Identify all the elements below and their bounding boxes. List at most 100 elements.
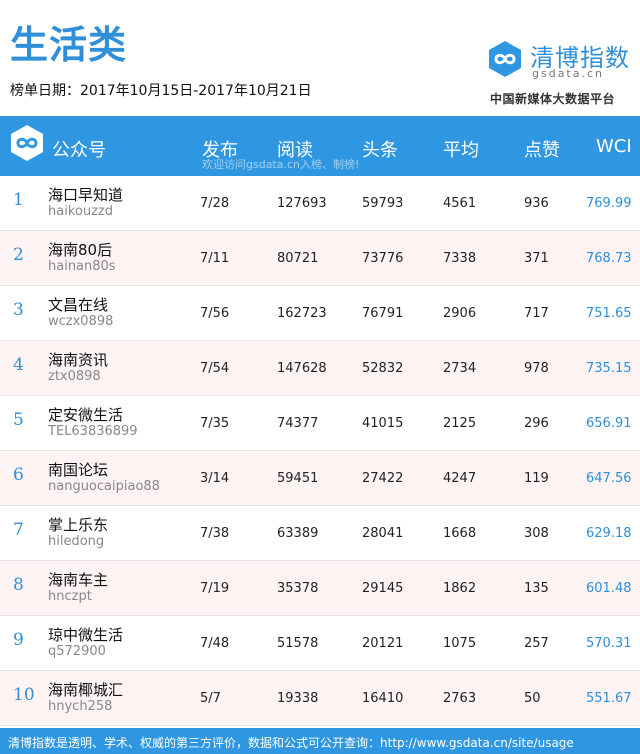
row-reads: 63389 <box>277 526 319 541</box>
row-average: 1668 <box>443 526 477 541</box>
row-name[interactable]: 定安微生活 <box>48 406 124 424</box>
row-headline: 28041 <box>362 526 404 541</box>
row-average: 1862 <box>443 581 477 596</box>
row-reads: 147628 <box>277 361 327 376</box>
row-name[interactable]: 海口早知道 <box>48 186 124 204</box>
table-row[interactable]: 2 海南80后 hainan80s 7/11 80721 73776 7338 … <box>0 231 640 286</box>
header-publish: 发布 <box>202 140 238 161</box>
row-likes: 257 <box>524 636 549 651</box>
row-reads: 35378 <box>277 581 319 596</box>
row-wci: 551.67 <box>586 691 632 706</box>
row-headline: 16410 <box>362 691 404 706</box>
row-account: TEL63836899 <box>48 424 138 439</box>
row-likes: 296 <box>524 416 549 431</box>
row-reads: 127693 <box>277 196 327 211</box>
row-rank: 8 <box>13 575 24 595</box>
row-name[interactable]: 掌上乐东 <box>48 516 109 534</box>
infinity-logo-icon <box>11 125 43 161</box>
row-headline: 52832 <box>362 361 404 376</box>
brand-name: 清博指数 <box>530 38 630 73</box>
header-watermark: 欢迎访问gsdata.cn入榜、制榜! <box>202 158 360 171</box>
row-account: hnczpt <box>48 589 92 604</box>
row-likes: 135 <box>524 581 549 596</box>
row-likes: 717 <box>524 306 549 321</box>
row-headline: 41015 <box>362 416 404 431</box>
row-name[interactable]: 海南车主 <box>48 571 109 589</box>
row-likes: 50 <box>524 691 541 706</box>
row-headline: 59793 <box>362 196 404 211</box>
row-rank: 7 <box>13 520 24 540</box>
table-row[interactable]: 9 琼中微生活 q572900 7/48 51578 20121 1075 25… <box>0 616 640 671</box>
table-row[interactable]: 6 南国论坛 nanguocaipiao88 3/14 59451 27422 … <box>0 451 640 506</box>
header-average: 平均 <box>443 140 479 161</box>
row-publish: 7/19 <box>200 581 230 596</box>
table-row[interactable]: 7 掌上乐东 hiledong 7/38 63389 28041 1668 30… <box>0 506 640 561</box>
row-rank: 1 <box>13 190 24 210</box>
table-row[interactable]: 4 海南资讯 ztx0898 7/54 147628 52832 2734 97… <box>0 341 640 396</box>
row-publish: 7/11 <box>200 251 230 266</box>
row-publish: 7/56 <box>200 306 230 321</box>
table-row[interactable]: 8 海南车主 hnczpt 7/19 35378 29145 1862 135 … <box>0 561 640 616</box>
row-average: 7338 <box>443 251 477 266</box>
row-rank: 9 <box>13 630 24 650</box>
row-likes: 978 <box>524 361 549 376</box>
row-average: 2763 <box>443 691 477 706</box>
row-name[interactable]: 海南椰城汇 <box>48 681 124 699</box>
row-account: q572900 <box>48 644 106 659</box>
row-rank: 6 <box>13 465 24 485</box>
row-publish: 7/28 <box>200 196 230 211</box>
row-average: 4247 <box>443 471 477 486</box>
row-average: 1075 <box>443 636 477 651</box>
row-likes: 308 <box>524 526 549 541</box>
row-wci: 751.65 <box>586 306 632 321</box>
row-account: haikouzzd <box>48 204 113 219</box>
row-headline: 27422 <box>362 471 404 486</box>
table-row[interactable]: 3 文昌在线 wczx0898 7/56 162723 76791 2906 7… <box>0 286 640 341</box>
row-headline: 76791 <box>362 306 404 321</box>
footer-note: 清博指数是透明、学术、权威的第三方评价，数据和公式可公开查询：http://ww… <box>0 728 640 754</box>
row-wci: 647.56 <box>586 471 632 486</box>
row-wci: 601.48 <box>586 581 632 596</box>
row-name[interactable]: 海南资讯 <box>48 351 109 369</box>
row-likes: 371 <box>524 251 549 266</box>
row-wci: 570.31 <box>586 636 632 651</box>
row-wci: 769.99 <box>586 196 632 211</box>
row-name[interactable]: 文昌在线 <box>48 296 109 314</box>
row-reads: 162723 <box>277 306 327 321</box>
table-row[interactable]: 1 海口早知道 haikouzzd 7/28 127693 59793 4561… <box>0 176 640 231</box>
row-publish: 7/38 <box>200 526 230 541</box>
header-reads: 阅读 <box>277 140 313 161</box>
header-headline: 头条 <box>362 140 398 161</box>
row-name[interactable]: 南国论坛 <box>48 461 109 479</box>
table-row[interactable]: 10 海南椰城汇 hnych258 5/7 19338 16410 2763 5… <box>0 671 640 726</box>
row-headline: 73776 <box>362 251 404 266</box>
row-reads: 80721 <box>277 251 319 266</box>
brand-block[interactable]: 清博指数 gsdata.cn 中国新媒体大数据平台 <box>486 40 636 110</box>
row-average: 2125 <box>443 416 477 431</box>
row-publish: 7/35 <box>200 416 230 431</box>
header-account: 公众号 <box>52 140 106 161</box>
row-name[interactable]: 琼中微生活 <box>48 626 124 644</box>
row-average: 4561 <box>443 196 477 211</box>
row-account: hnych258 <box>48 699 113 714</box>
ranking-table: 1 海口早知道 haikouzzd 7/28 127693 59793 4561… <box>0 176 640 726</box>
header-wci: WCI <box>596 136 632 157</box>
row-name[interactable]: 海南80后 <box>48 241 113 259</box>
row-account: nanguocaipiao88 <box>48 479 160 494</box>
row-publish: 3/14 <box>200 471 230 486</box>
page-title: 生活类 <box>10 23 128 67</box>
row-rank: 4 <box>13 355 24 375</box>
row-rank: 10 <box>13 685 35 705</box>
brand-domain: gsdata.cn <box>532 67 605 80</box>
brand-tagline: 中国新媒体大数据平台 <box>490 92 616 106</box>
row-reads: 51578 <box>277 636 319 651</box>
row-wci: 629.18 <box>586 526 632 541</box>
ranking-date: 榜单日期：2017年10月15日-2017年10月21日 <box>10 83 312 99</box>
row-account: ztx0898 <box>48 369 101 384</box>
table-row[interactable]: 5 定安微生活 TEL63836899 7/35 74377 41015 212… <box>0 396 640 451</box>
row-wci: 735.15 <box>586 361 632 376</box>
row-rank: 2 <box>13 245 24 265</box>
row-likes: 936 <box>524 196 549 211</box>
row-headline: 29145 <box>362 581 404 596</box>
row-wci: 768.73 <box>586 251 632 266</box>
